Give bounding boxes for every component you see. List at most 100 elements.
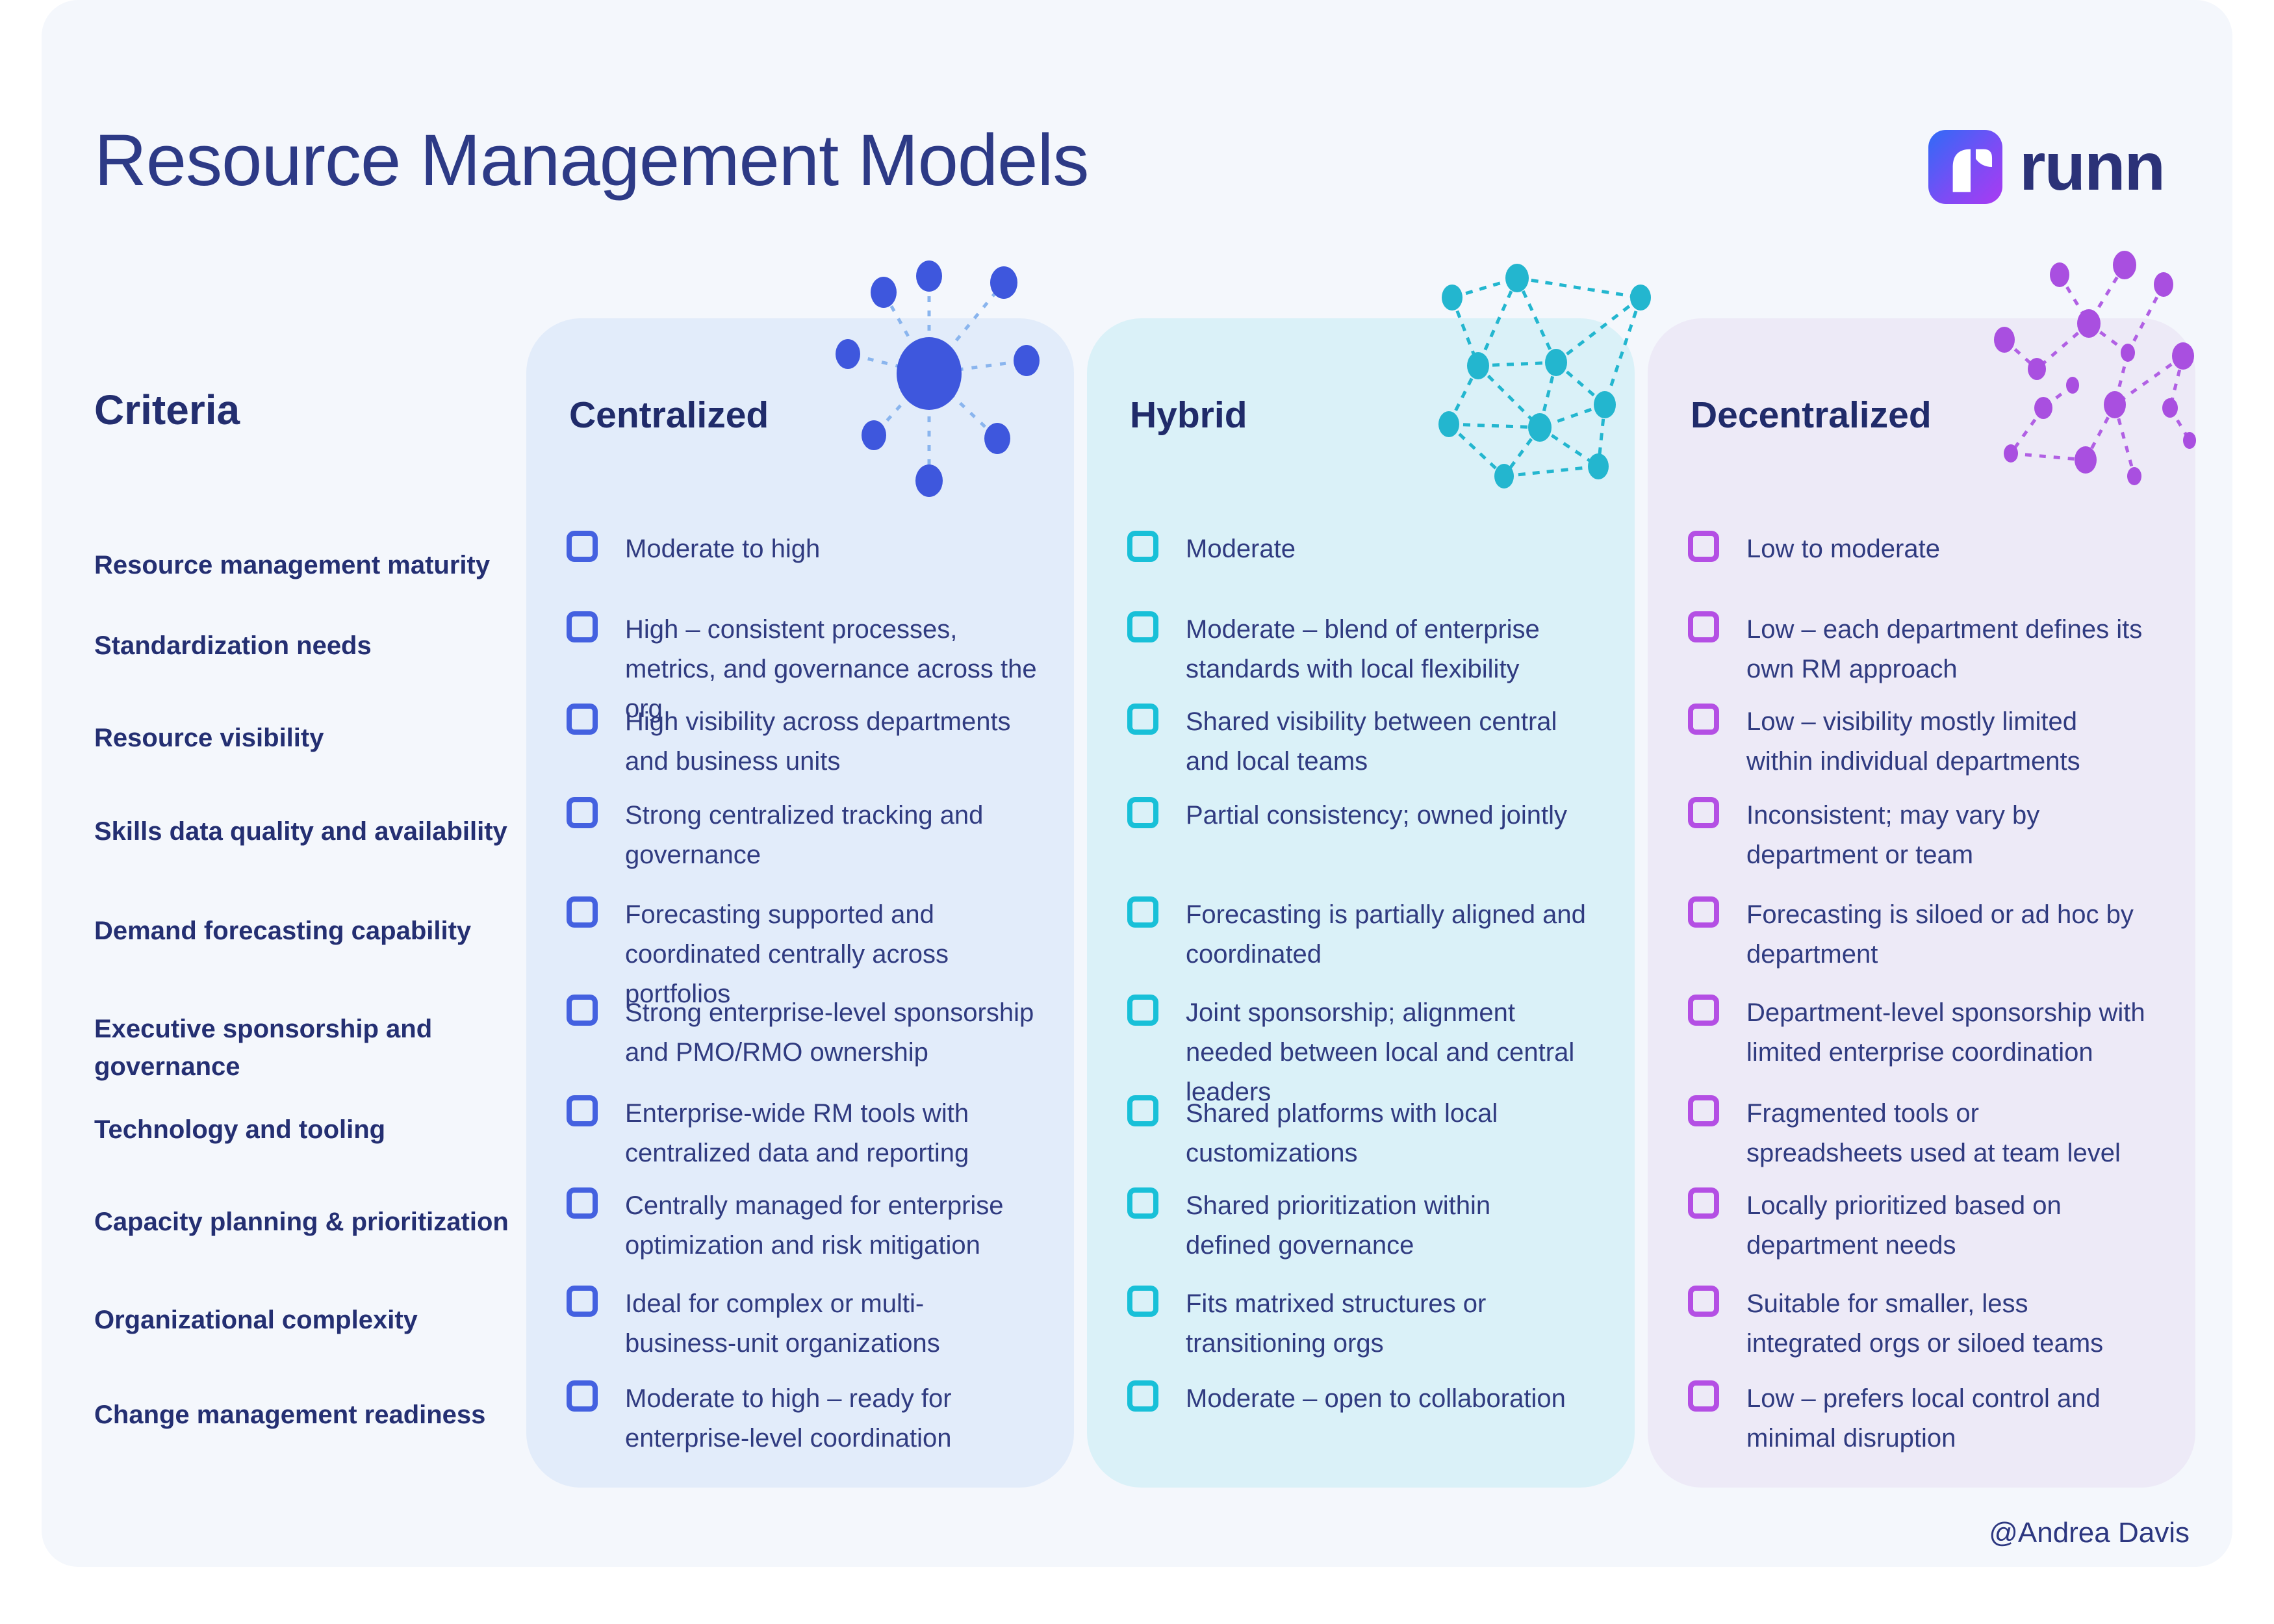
criteria-label: Resource visibility — [94, 724, 324, 752]
criteria-label: Technology and tooling — [94, 1115, 386, 1144]
cell-text: Low to moderate — [1746, 535, 1940, 563]
criteria-label: Skills data quality and availability — [94, 817, 507, 846]
author-credit: @Andrea Davis — [1989, 1517, 2190, 1549]
checkbox-icon[interactable] — [1688, 896, 1719, 928]
checkbox-icon[interactable] — [1127, 531, 1158, 562]
checkbox-icon[interactable] — [1127, 611, 1158, 642]
cell-text: Inconsistent; may vary by department or … — [1746, 801, 2040, 869]
checkbox-icon[interactable] — [567, 531, 598, 562]
checkbox-icon[interactable] — [1688, 1286, 1719, 1317]
mesh-network-icon — [1438, 264, 1651, 488]
table-row: Moderate to high — [567, 529, 1048, 569]
cell-text: Moderate to high – ready for enterprise-… — [625, 1384, 952, 1453]
table-row: Forecasting is siloed or ad hoc by depar… — [1688, 895, 2169, 974]
table-row: Forecasting is partially aligned and coo… — [1127, 895, 1609, 974]
table-row: Moderate – open to collaboration — [1127, 1379, 1609, 1419]
cell-text: Suitable for smaller, less integrated or… — [1746, 1289, 2104, 1358]
checkbox-icon[interactable] — [567, 1095, 598, 1126]
table-row: Moderate to high – ready for enterprise-… — [567, 1379, 1048, 1458]
cell-text: Shared visibility between central and lo… — [1186, 707, 1557, 776]
checkbox-icon[interactable] — [567, 797, 598, 828]
criteria-label: Standardization needs — [94, 631, 372, 660]
column-header-hybrid: Hybrid — [1130, 394, 1247, 436]
checkbox-icon[interactable] — [1127, 896, 1158, 928]
checkbox-icon[interactable] — [1688, 531, 1719, 562]
cell-text: Fragmented tools or spreadsheets used at… — [1746, 1099, 2121, 1167]
table-row: Enterprise-wide RM tools with centralize… — [567, 1094, 1048, 1173]
cell-text: Shared prioritization within defined gov… — [1186, 1191, 1491, 1260]
cell-text: Forecasting is partially aligned and coo… — [1186, 900, 1586, 969]
runn-logo-icon — [1928, 130, 2002, 204]
table-row: Low – each department defines its own RM… — [1688, 610, 2169, 689]
checkbox-icon[interactable] — [1688, 995, 1719, 1026]
criteria-label: Demand forecasting capability — [94, 917, 472, 945]
table-row: Partial consistency; owned jointly — [1127, 796, 1609, 835]
cell-text: Locally prioritized based on department … — [1746, 1191, 2062, 1260]
table-row: High – consistent processes, metrics, an… — [567, 610, 1048, 729]
checkbox-icon[interactable] — [1127, 1095, 1158, 1126]
page-title: Resource Management Models — [94, 120, 1089, 201]
table-row: Moderate — [1127, 529, 1609, 569]
checkbox-icon[interactable] — [567, 1286, 598, 1317]
runn-wordmark: runn — [2019, 129, 2165, 205]
cell-text: High – consistent processes, metrics, an… — [625, 615, 1037, 723]
checkbox-icon[interactable] — [1127, 797, 1158, 828]
checkbox-icon[interactable] — [567, 611, 598, 642]
checkbox-icon[interactable] — [567, 1187, 598, 1219]
runn-r-glyph — [1952, 149, 1993, 192]
checkbox-icon[interactable] — [1127, 995, 1158, 1026]
cell-text: Low – prefers local control and minimal … — [1746, 1384, 2101, 1453]
cell-text: Centrally managed for enterprise optimiz… — [625, 1191, 1004, 1260]
cell-text: Moderate – open to collaboration — [1186, 1384, 1566, 1413]
cell-text: Fits matrixed structures or transitionin… — [1186, 1289, 1487, 1358]
table-row: Ideal for complex or multi-business-unit… — [567, 1284, 1048, 1364]
cell-text: Low – each department defines its own RM… — [1746, 615, 2143, 683]
cell-text: Low – visibility mostly limited within i… — [1746, 707, 2080, 776]
table-row: Low to moderate — [1688, 529, 2169, 569]
table-row: Shared visibility between central and lo… — [1127, 702, 1609, 781]
criteria-label: Capacity planning & prioritization — [94, 1208, 509, 1236]
checkbox-icon[interactable] — [1688, 1187, 1719, 1219]
table-row: Inconsistent; may vary by department or … — [1688, 796, 2169, 875]
checkbox-icon[interactable] — [567, 1380, 598, 1412]
cell-text: Strong centralized tracking and governan… — [625, 801, 984, 869]
table-row: Forecasting supported and coordinated ce… — [567, 895, 1048, 1014]
checkbox-icon[interactable] — [567, 896, 598, 928]
cell-text: Partial consistency; owned jointly — [1186, 801, 1567, 830]
column-header-decentralized: Decentralized — [1691, 394, 1932, 436]
checkbox-icon[interactable] — [1127, 1286, 1158, 1317]
cell-text: Moderate – blend of enterprise standards… — [1186, 615, 1540, 683]
cell-text: Forecasting supported and coordinated ce… — [625, 900, 949, 1008]
column-card-centralized: Centralized Moderate to high High – cons… — [526, 318, 1074, 1488]
cell-text: High visibility across departments and b… — [625, 707, 1011, 776]
checkbox-icon[interactable] — [1127, 1380, 1158, 1412]
table-row: Suitable for smaller, less integrated or… — [1688, 1284, 2169, 1364]
cell-text: Shared platforms with local customizatio… — [1186, 1099, 1498, 1167]
cell-text: Ideal for complex or multi-business-unit… — [625, 1289, 940, 1358]
checkbox-icon[interactable] — [1127, 704, 1158, 735]
checkbox-icon[interactable] — [1688, 611, 1719, 642]
checkbox-icon[interactable] — [1688, 797, 1719, 828]
cell-text: Forecasting is siloed or ad hoc by depar… — [1746, 900, 2134, 969]
column-card-hybrid: Hybrid Moderate Moderate – blend of ente… — [1087, 318, 1635, 1488]
column-header-centralized: Centralized — [569, 394, 769, 436]
table-row: Shared prioritization within defined gov… — [1127, 1186, 1609, 1265]
cell-text: Moderate — [1186, 535, 1296, 563]
cell-text: Enterprise-wide RM tools with centralize… — [625, 1099, 969, 1167]
criteria-header: Criteria — [94, 387, 240, 433]
runn-logo: runn — [1928, 129, 2165, 205]
table-row: Low – prefers local control and minimal … — [1688, 1379, 2169, 1458]
checkbox-icon[interactable] — [567, 995, 598, 1026]
checkbox-icon[interactable] — [567, 704, 598, 735]
checkbox-icon[interactable] — [1688, 1095, 1719, 1126]
checkbox-icon[interactable] — [1127, 1187, 1158, 1219]
criteria-label: Change management readiness — [94, 1401, 486, 1429]
hub-and-spoke-network-icon — [836, 260, 1040, 497]
cell-text: Moderate to high — [625, 535, 821, 563]
cell-text: Strong enterprise-level sponsorship and … — [625, 998, 1034, 1067]
table-row: Strong centralized tracking and governan… — [567, 796, 1048, 875]
checkbox-icon[interactable] — [1688, 1380, 1719, 1412]
cell-text: Department-level sponsorship with limite… — [1746, 998, 2145, 1067]
checkbox-icon[interactable] — [1688, 704, 1719, 735]
